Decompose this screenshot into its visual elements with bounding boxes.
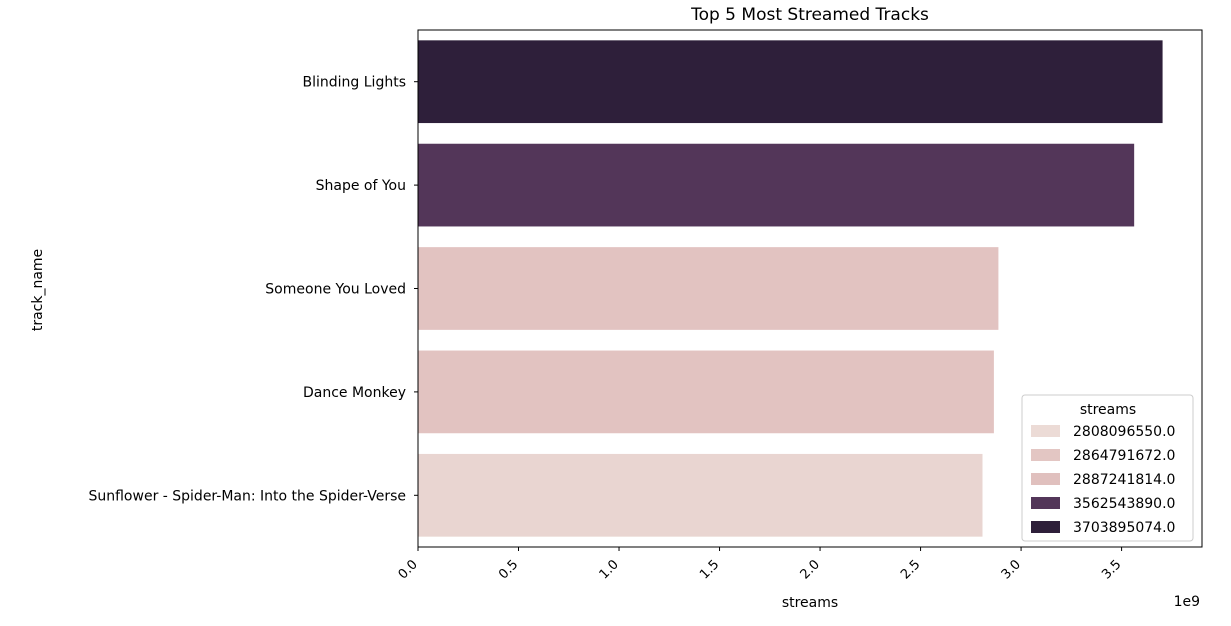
bar-3 — [418, 350, 994, 434]
y-tick-label-0: Blinding Lights — [303, 75, 406, 91]
legend-box — [1021, 394, 1194, 542]
y-tick-label-4: Sunflower - Spider-Man: Into the Spider-… — [88, 488, 406, 504]
legend-label-4: 3703895074.0 — [1073, 520, 1175, 536]
chart-title: Top 5 Most Streamed Tracks — [690, 5, 929, 25]
legend-swatch-4 — [1031, 521, 1060, 533]
bar-2 — [418, 247, 999, 330]
legend-label-0: 2808096550.0 — [1073, 424, 1175, 440]
x-axis-scale-label: 1e9 — [1174, 594, 1200, 610]
x-tick-label-0: 0.0 — [396, 557, 421, 582]
legend-label-1: 2864791672.0 — [1073, 448, 1175, 464]
y-tick-label-2: Someone You Loved — [265, 282, 406, 298]
legend: streams 2808096550.0 2864791672.0 28872418… — [1021, 394, 1194, 542]
legend-swatch-2 — [1031, 473, 1060, 485]
legend-swatch-0 — [1031, 425, 1060, 437]
bar-0 — [418, 40, 1163, 124]
x-axis-label: streams — [782, 595, 838, 611]
x-tick-label-2: 1.0 — [597, 557, 622, 582]
y-axis: Blinding Lights Shape of You Someone You L… — [88, 75, 418, 504]
legend-label-2: 2887241814.0 — [1073, 472, 1175, 488]
x-tick-label-6: 3.0 — [999, 557, 1024, 582]
x-tick-label-4: 2.0 — [798, 557, 823, 582]
bar-1 — [418, 143, 1135, 227]
legend-entries: 2808096550.0 2864791672.0 2887241814.0 3562… — [1031, 424, 1175, 536]
x-tick-label-3: 1.5 — [697, 557, 722, 582]
y-tick-label-1: Shape of You — [316, 178, 406, 194]
y-axis-label: track_name — [30, 249, 46, 331]
bars-group — [418, 40, 1163, 537]
legend-swatch-3 — [1031, 497, 1060, 509]
x-tick-label-7: 3.5 — [1099, 557, 1124, 582]
x-axis: 0.0 0.5 1.0 1.5 2.0 2.5 3.0 3.5 — [396, 547, 1124, 582]
legend-label-3: 3562543890.0 — [1073, 496, 1175, 512]
x-tick-label-1: 0.5 — [496, 557, 521, 582]
legend-title: streams — [1080, 402, 1136, 418]
bar-4 — [418, 453, 983, 537]
x-tick-label-5: 2.5 — [898, 557, 923, 582]
legend-swatch-1 — [1031, 449, 1060, 461]
y-tick-label-3: Dance Monkey — [303, 385, 406, 401]
